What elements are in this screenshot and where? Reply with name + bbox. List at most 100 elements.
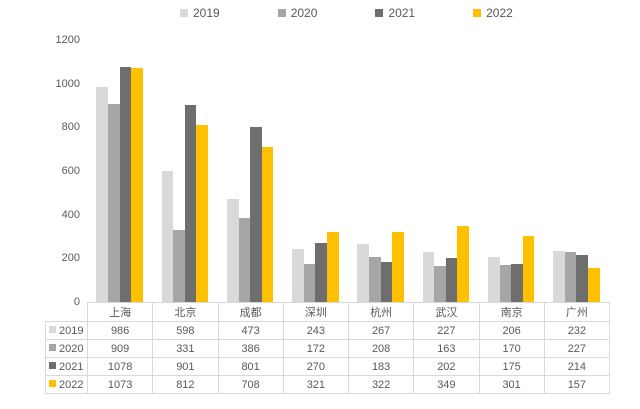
bar-2022-北京[interactable] <box>196 125 209 302</box>
data-table-body: 2019 986 598 473 243 267 227 206 232 2020 909 331 38… <box>45 321 611 394</box>
bar-2022-南京[interactable] <box>522 236 535 302</box>
bar-2021-深圳[interactable] <box>315 243 327 302</box>
table-value-cell: 227 <box>413 321 480 340</box>
bar-2020-北京[interactable] <box>173 230 185 302</box>
legend-item-2019[interactable]: 2019 <box>180 6 220 20</box>
legend-key-icon <box>49 380 56 388</box>
y-tick-label-800: 800 <box>61 121 80 134</box>
table-value-cell: 206 <box>478 321 545 340</box>
y-tick-label-0: 0 <box>73 296 80 308</box>
table-value-cell: 321 <box>282 375 350 394</box>
table-header-city: 北京 <box>152 302 219 322</box>
legend-item-2022[interactable]: 2022 <box>473 6 513 20</box>
table-value-cell: 473 <box>217 321 284 340</box>
legend-swatch-icon <box>277 9 286 17</box>
table-value-cell: 202 <box>413 357 480 376</box>
table-row-label: 2022 <box>45 375 88 394</box>
bar-2019-深圳[interactable] <box>292 249 304 302</box>
table-value-cell: 172 <box>282 339 350 358</box>
table-value-cell: 163 <box>413 339 480 358</box>
bar-group-北京 <box>152 40 217 302</box>
legend-key-icon <box>49 344 56 352</box>
bar-2021-北京[interactable] <box>184 105 197 302</box>
table-value-cell: 909 <box>86 339 154 358</box>
table-value-cell: 232 <box>543 321 611 340</box>
table-value-cell: 227 <box>543 339 611 358</box>
bar-2022-上海[interactable] <box>131 68 143 302</box>
bar-2020-广州[interactable] <box>564 252 577 302</box>
table-row-2019: 2019 986 598 473 243 267 227 206 232 <box>45 321 611 340</box>
table-value-cell: 301 <box>478 375 545 394</box>
table-value-cell: 267 <box>347 321 415 340</box>
legend-swatch-icon <box>180 9 188 17</box>
y-tick-label-600: 600 <box>61 165 80 177</box>
bar-2022-武汉[interactable] <box>457 226 470 302</box>
table-value-cell: 598 <box>152 321 219 340</box>
table-value-cell: 812 <box>152 375 219 394</box>
bar-2020-杭州[interactable] <box>369 257 381 302</box>
bar-2020-武汉[interactable] <box>434 266 446 302</box>
chart-data-table: 上海 北京 成都 深圳 杭州 武汉 南京 广州 2019 986 598 473 243 267 227 2… <box>45 302 611 394</box>
bar-2021-广州[interactable] <box>576 255 588 302</box>
bar-2019-上海[interactable] <box>96 87 109 302</box>
bar-2021-成都[interactable] <box>250 127 262 302</box>
bar-group-深圳 <box>283 40 348 302</box>
table-value-cell: 1078 <box>86 357 154 376</box>
bar-2020-成都[interactable] <box>238 218 251 302</box>
bar-2019-杭州[interactable] <box>357 244 370 302</box>
bar-2022-深圳[interactable] <box>326 232 339 302</box>
table-row-label: 2020 <box>45 339 88 358</box>
legend-label: 2019 <box>193 6 220 20</box>
table-value-cell: 208 <box>347 339 415 358</box>
bar-2020-上海[interactable] <box>108 104 120 302</box>
legend-label: 2022 <box>486 6 513 20</box>
table-row-label: 2021 <box>45 357 88 376</box>
y-tick-label-200: 200 <box>61 252 80 265</box>
bar-2019-成都[interactable] <box>226 199 239 302</box>
table-value-cell: 175 <box>478 357 545 376</box>
table-header-city: 武汉 <box>413 302 480 322</box>
data-table-header: 上海 北京 成都 深圳 杭州 武汉 南京 广州 <box>45 302 611 322</box>
bar-2019-广州[interactable] <box>553 251 565 302</box>
table-value-cell: 708 <box>217 375 284 394</box>
bar-2022-广州[interactable] <box>587 268 600 302</box>
table-value-cell: 901 <box>152 357 219 376</box>
table-header-city: 深圳 <box>282 302 350 322</box>
bar-group-南京 <box>479 40 544 302</box>
table-value-cell: 243 <box>282 321 350 340</box>
table-row-year: 2021 <box>59 360 84 373</box>
legend-item-2021[interactable]: 2021 <box>375 6 415 20</box>
bar-2020-深圳[interactable] <box>303 264 316 302</box>
table-value-cell: 386 <box>217 339 284 358</box>
y-tick-label-400: 400 <box>61 208 80 221</box>
bar-2021-杭州[interactable] <box>380 262 393 302</box>
bar-2021-南京[interactable] <box>511 264 523 302</box>
bar-group-杭州 <box>348 40 413 302</box>
table-row-2020: 2020 909 331 386 172 208 163 170 227 <box>45 339 611 358</box>
table-row-2021: 2021 1078 901 801 270 183 202 175 214 <box>45 357 611 376</box>
table-header-city: 南京 <box>478 302 545 322</box>
table-value-cell: 1073 <box>86 375 154 394</box>
bar-group-广州 <box>544 40 609 302</box>
bar-group-上海 <box>87 40 152 302</box>
legend-key-icon <box>49 362 56 370</box>
legend-swatch-icon <box>473 9 482 17</box>
table-value-cell: 322 <box>347 375 415 394</box>
bar-2019-北京[interactable] <box>161 171 174 302</box>
legend-key-icon <box>49 326 56 334</box>
bar-2022-杭州[interactable] <box>392 232 404 302</box>
bar-2019-武汉[interactable] <box>422 252 435 302</box>
bar-group-成都 <box>218 40 283 302</box>
table-header-city: 成都 <box>217 302 284 322</box>
bar-2019-南京[interactable] <box>487 257 500 302</box>
bar-2021-上海[interactable] <box>119 67 132 302</box>
table-value-cell: 801 <box>217 357 284 376</box>
table-header-city: 杭州 <box>347 302 415 322</box>
bar-2020-南京[interactable] <box>499 265 512 302</box>
plot-area <box>87 40 609 302</box>
bar-2022-成都[interactable] <box>261 147 274 302</box>
legend-item-2020[interactable]: 2020 <box>277 6 317 20</box>
table-header-city: 上海 <box>86 302 154 322</box>
bar-2021-武汉[interactable] <box>445 258 458 302</box>
